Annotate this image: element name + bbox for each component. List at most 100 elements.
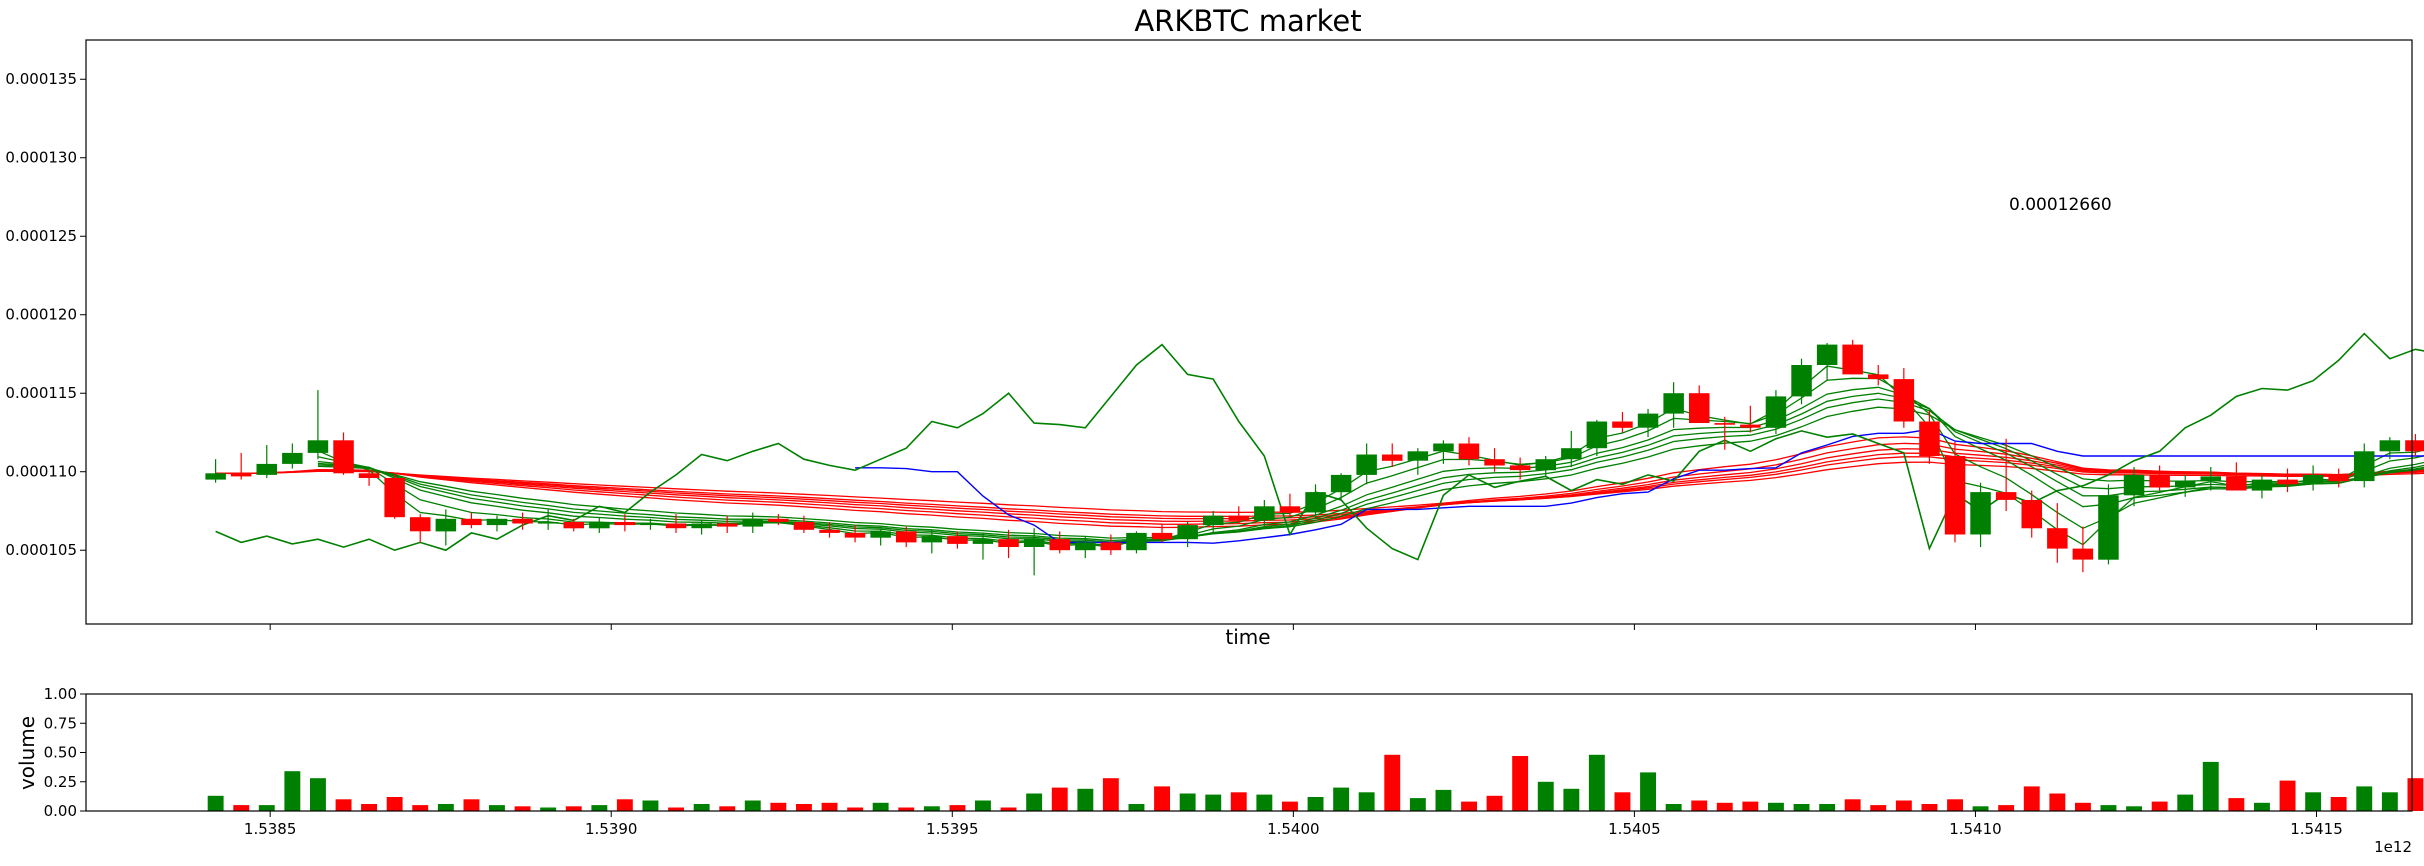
candle-body — [1407, 451, 1429, 461]
candle-body — [2200, 476, 2221, 482]
volume-y-tick-label: 0.75 — [44, 714, 77, 732]
price-y-tick-label: 0.000130 — [5, 149, 77, 167]
candle-body — [1689, 393, 1710, 423]
candle-body — [1893, 379, 1915, 422]
volume-bar — [1435, 789, 1452, 811]
candle-body — [2072, 548, 2094, 560]
volume-bar — [540, 807, 557, 811]
candle-body — [205, 473, 226, 480]
candle-body — [2251, 479, 2273, 491]
candle-body — [1433, 443, 1454, 452]
price-y-tick-label: 0.000115 — [5, 384, 77, 402]
volume-bar — [2254, 802, 2270, 811]
volume-bar — [975, 800, 991, 811]
candle-body — [793, 522, 815, 530]
volume-bar — [2279, 780, 2296, 811]
candle-body — [1254, 506, 1275, 521]
candle-body — [512, 518, 533, 524]
candle-body — [2302, 474, 2324, 485]
candle-body — [461, 518, 482, 526]
volume-bar — [1563, 788, 1580, 811]
candle-body — [844, 532, 866, 538]
volume-x-tick-label: 1.5410 — [1949, 820, 2002, 838]
candle-body — [1356, 454, 1377, 475]
volume-bar — [1026, 793, 1043, 811]
volume-x-tick-label: 1.5390 — [585, 820, 638, 838]
volume-y-tick-label: 1.00 — [44, 685, 77, 703]
candle-body — [1177, 525, 1198, 540]
volume-bar — [2126, 806, 2142, 811]
last-price-label: 0.00012660 — [2009, 195, 2112, 215]
volume-bar — [437, 804, 454, 811]
candle-body — [537, 522, 559, 524]
volume-bar — [796, 804, 812, 811]
volume-bar — [1895, 800, 1912, 811]
volume-bar — [463, 799, 480, 811]
candle-body — [972, 539, 994, 544]
volume-bar — [719, 806, 736, 811]
volume-bar — [284, 771, 301, 811]
volume-bar — [2228, 798, 2245, 811]
volume-x-tick-label: 1.5385 — [244, 820, 297, 838]
candle-body — [2277, 479, 2298, 485]
volume-bar — [1282, 801, 1298, 811]
volume-y-axis-label: volume — [15, 716, 39, 790]
volume-bar — [2202, 761, 2219, 811]
volume-bar — [2049, 793, 2066, 811]
candle-body — [307, 440, 329, 453]
candle-body — [742, 518, 763, 527]
candle-body — [2175, 481, 2196, 488]
price-x-axis-label: time — [1225, 625, 1270, 649]
candle-body — [1228, 515, 1249, 521]
candle-body — [1049, 539, 1070, 551]
volume-x-tick-label: 1.5395 — [926, 820, 979, 838]
volume-bar — [949, 805, 966, 811]
volume-bar — [2330, 797, 2347, 811]
volume-bar — [1205, 794, 1222, 811]
candle-body — [333, 440, 354, 474]
candle-body — [1126, 532, 1147, 551]
candle-body — [2149, 474, 2170, 488]
candle-body — [768, 518, 789, 522]
volume-bar — [2177, 794, 2194, 811]
volume-bar — [821, 802, 838, 811]
volume-bar — [1179, 793, 1196, 811]
candle-body — [1484, 459, 1505, 466]
volume-bar — [310, 778, 326, 811]
volume-bar — [1742, 801, 1759, 811]
candle-body — [2123, 474, 2145, 496]
volume-bar — [489, 805, 505, 811]
candle-body — [1970, 492, 1991, 535]
ema-slow-35-line — [215, 442, 2424, 525]
volume-bar — [1102, 778, 1119, 811]
volume-x-tick-label: 1.5415 — [2290, 820, 2343, 838]
volume-bar — [591, 805, 608, 811]
candle-body — [947, 536, 968, 544]
candle-body — [2379, 440, 2401, 452]
candle-body — [691, 523, 712, 529]
volume-bar — [1998, 805, 2015, 811]
volume-bar — [2407, 778, 2424, 811]
ema-slow-60-line — [215, 461, 2424, 514]
volume-bar — [1512, 756, 1529, 811]
volume-bar — [2356, 786, 2373, 811]
candle-body — [2405, 440, 2424, 452]
volume-bar — [1128, 804, 1145, 811]
volume-bar — [335, 799, 352, 811]
price-y-tick-label: 0.000105 — [5, 541, 77, 559]
candle-body — [1842, 344, 1863, 375]
candle-body — [2047, 528, 2068, 549]
volume-bar — [1384, 754, 1401, 811]
volume-y-tick-label: 0.00 — [44, 802, 77, 820]
chikou-span-line — [215, 332, 2424, 561]
volume-bar — [1230, 792, 1247, 811]
candle-body — [896, 531, 917, 543]
volume-bar — [1921, 804, 1938, 811]
candle-body — [1740, 424, 1761, 428]
volume-bar — [1691, 800, 1708, 811]
candle-body — [1586, 421, 1608, 449]
candle-body — [1944, 456, 1966, 535]
candle-body — [819, 529, 840, 533]
candle-body — [717, 523, 738, 527]
